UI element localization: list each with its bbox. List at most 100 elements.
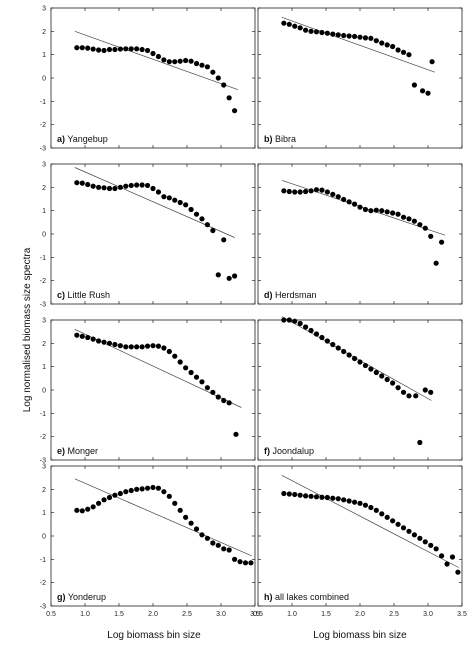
data-point (226, 400, 232, 406)
data-point (155, 485, 162, 491)
data-point (297, 492, 303, 498)
data-point (177, 507, 183, 513)
data-point (166, 195, 172, 201)
data-point (188, 369, 194, 376)
data-point (166, 348, 172, 355)
data-point (193, 526, 200, 532)
panel-frame (257, 7, 463, 149)
panel-frame (50, 319, 256, 461)
data-point (139, 46, 145, 53)
data-point (144, 485, 151, 491)
data-point (144, 343, 151, 349)
panel-label: f) Joondalup (264, 446, 314, 456)
data-point (368, 366, 374, 372)
panel-name: Little Rush (65, 290, 110, 300)
data-point (193, 60, 200, 67)
data-point (422, 387, 428, 393)
data-point (106, 46, 113, 53)
data-point (346, 352, 352, 358)
data-point (172, 197, 178, 203)
data-point (79, 333, 85, 339)
data-point (439, 553, 445, 559)
x-axis-label-right: Log biomass bin size (313, 630, 407, 641)
data-point (188, 206, 194, 213)
data-point (346, 33, 352, 39)
data-point (204, 222, 210, 228)
y-tick-label: 1 (42, 364, 46, 371)
data-point (379, 511, 385, 517)
data-point (144, 182, 151, 189)
y-tick-label: -3 (40, 604, 46, 611)
data-point (106, 340, 113, 346)
data-point (112, 341, 118, 348)
data-point (428, 389, 434, 395)
data-point (85, 45, 91, 51)
data-point (79, 45, 85, 51)
data-point (417, 222, 423, 228)
y-tick-label: -1 (40, 557, 46, 564)
data-point (172, 500, 178, 506)
panel-letter: b) (264, 134, 273, 144)
data-point (308, 188, 314, 194)
data-point (281, 490, 287, 497)
data-point (422, 225, 428, 231)
data-point (242, 560, 249, 566)
data-point (85, 506, 91, 512)
x-tick-label: 3.5 (250, 611, 260, 618)
data-point (74, 507, 80, 513)
y-tick-label: 2 (42, 185, 46, 192)
data-point (330, 31, 336, 37)
data-point (221, 82, 227, 88)
panel-letter: f) (264, 446, 270, 456)
data-point (74, 180, 80, 186)
data-point (455, 569, 461, 575)
data-point (215, 394, 221, 400)
data-point (362, 206, 369, 213)
data-point (150, 185, 156, 192)
y-tick-label: -3 (40, 146, 46, 153)
panel-letter: d) (264, 290, 273, 300)
data-point (286, 21, 292, 27)
data-point (101, 497, 107, 503)
panel-b: b) Bibra (257, 7, 463, 149)
data-point (226, 275, 232, 281)
data-point (281, 317, 287, 323)
data-point (417, 535, 423, 541)
data-point (400, 49, 407, 55)
data-point (444, 561, 450, 567)
data-point (199, 62, 205, 68)
x-tick-label: 2.5 (389, 611, 399, 618)
data-point (413, 393, 419, 399)
data-point (292, 318, 298, 324)
data-point (362, 35, 369, 41)
data-point (313, 29, 320, 35)
data-point (351, 499, 358, 505)
data-point (85, 181, 91, 188)
data-point (281, 20, 287, 26)
data-point (79, 180, 85, 186)
data-point (139, 344, 145, 350)
data-point (134, 46, 140, 52)
data-point (324, 30, 330, 36)
data-point (74, 332, 80, 338)
data-point (161, 57, 167, 63)
data-point (204, 535, 210, 541)
data-point (193, 211, 200, 217)
data-point (90, 183, 96, 189)
panel-label: g) Yonderup (57, 592, 106, 602)
panel-name: Yonderup (66, 592, 107, 602)
data-point (123, 183, 129, 189)
panel-a: -3 -2 -1 0 1 2 3 a) Yangebup (40, 6, 256, 153)
panel-label: d) Herdsman (264, 290, 317, 300)
regression-line (281, 17, 435, 73)
data-point (335, 32, 341, 38)
x-tick-label: 2.0 (355, 611, 365, 618)
data-point (188, 58, 194, 64)
data-point (144, 47, 151, 54)
data-point (226, 95, 232, 101)
data-point (79, 508, 85, 514)
regression-line (74, 31, 239, 90)
data-point (411, 532, 417, 538)
data-point (335, 194, 341, 200)
y-tick-label: 3 (42, 318, 46, 325)
